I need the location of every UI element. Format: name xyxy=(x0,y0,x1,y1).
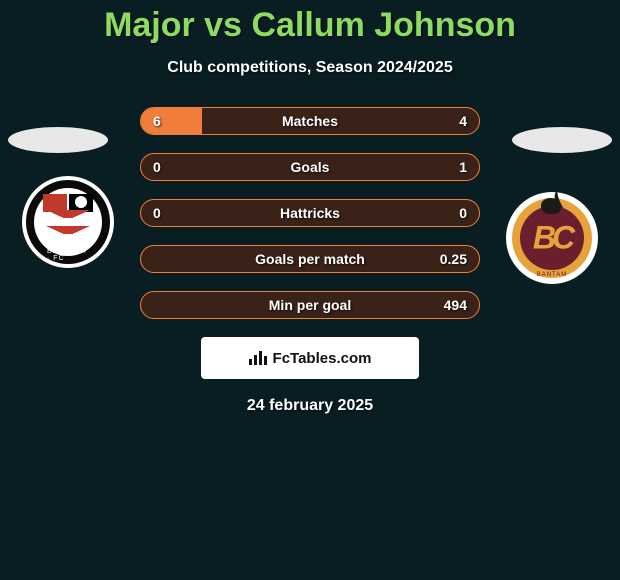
stat-label: Matches xyxy=(282,113,338,129)
player-shadow-right xyxy=(512,127,612,153)
bar-chart-icon xyxy=(249,351,267,365)
rooster-icon xyxy=(537,188,567,214)
page-subtitle: Club competitions, Season 2024/2025 xyxy=(0,59,620,77)
stat-right-value: 494 xyxy=(444,297,467,313)
stat-right-value: 4 xyxy=(459,113,467,129)
crest-right-ring-text: BANTAM xyxy=(537,272,568,278)
stat-label: Hattricks xyxy=(280,205,340,221)
player-shadow-left xyxy=(8,127,108,153)
stat-right-value: 0 xyxy=(459,205,467,221)
crest-right-letters: BC xyxy=(533,220,571,257)
club-crest-right: BANTAM BC xyxy=(506,192,598,284)
date-line: 24 february 2025 xyxy=(0,397,620,415)
page-title: Major vs Callum Johnson xyxy=(0,0,620,45)
stat-row: 0.25 Goals per match xyxy=(140,245,480,273)
stat-left-value: 0 xyxy=(153,159,161,175)
stat-label: Goals per match xyxy=(255,251,365,267)
stat-label: Goals xyxy=(291,159,330,175)
brand-text: FcTables.com xyxy=(273,350,372,367)
stat-row: 0 0 Hattricks xyxy=(140,199,480,227)
stat-right-value: 1 xyxy=(459,159,467,175)
brand-badge: FcTables.com xyxy=(201,337,419,379)
stat-label: Min per goal xyxy=(269,297,351,313)
stat-left-value: 0 xyxy=(153,205,161,221)
comparison-bars: 6 4 Matches 0 1 Goals 0 0 Hattricks 0.25 Goals per… xyxy=(140,107,480,319)
stat-right-value: 0.25 xyxy=(440,251,467,267)
stat-row: 0 1 Goals xyxy=(140,153,480,181)
stat-row: 494 Min per goal xyxy=(140,291,480,319)
club-crest-left: BROMLEY · FC xyxy=(22,176,114,268)
stat-row: 6 4 Matches xyxy=(140,107,480,135)
bar-left-fill xyxy=(141,108,202,134)
stat-left-value: 6 xyxy=(153,113,161,129)
